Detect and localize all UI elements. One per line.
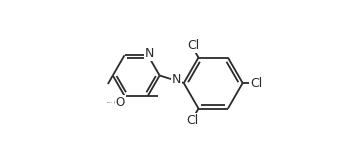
Text: N: N [172, 73, 181, 86]
Text: Cl: Cl [187, 39, 199, 52]
Text: methoxy: methoxy [107, 102, 113, 103]
Text: O: O [113, 97, 122, 110]
Text: Cl: Cl [251, 77, 263, 90]
Text: H: H [172, 72, 180, 82]
Text: O: O [116, 96, 125, 109]
Text: Cl: Cl [186, 114, 199, 127]
Text: N: N [145, 47, 154, 60]
